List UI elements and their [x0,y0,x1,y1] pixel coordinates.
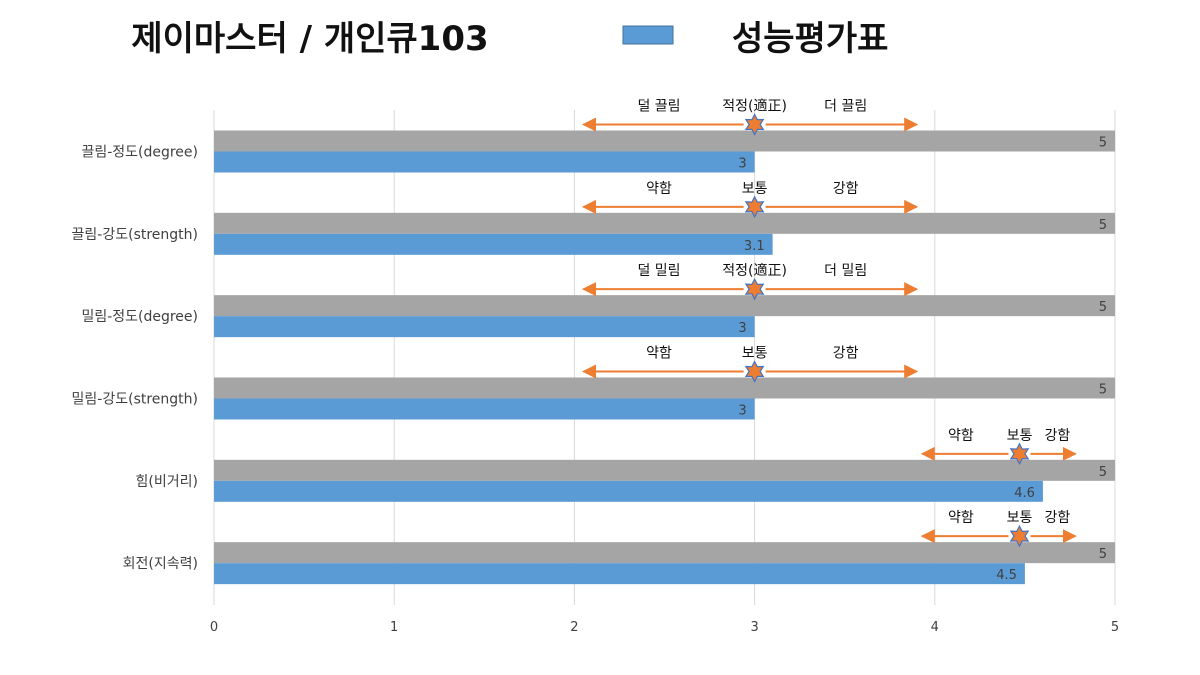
marker-star-icon [1009,524,1030,548]
bar-max [214,377,1115,399]
x-tick-label: 3 [750,620,758,635]
category-label: 밀림-정도(degree) [81,309,198,325]
marker-star-icon [744,195,765,219]
annotation-center-label: 보통 [1007,510,1033,526]
category-label: 힘(비거리) [136,474,198,490]
x-tick-label: 1 [390,620,398,635]
marker-star-icon [744,277,765,301]
annotation-center-label: 보통 [1007,428,1033,444]
data-label-score: 3 [738,157,746,172]
bars-layer [214,130,1115,585]
x-tick-label: 4 [931,620,939,635]
x-tick-label: 2 [570,620,578,635]
data-label-max: 5 [1099,547,1107,562]
category-label: 끌림-강도(strength) [72,227,198,243]
data-label-score: 4.6 [1014,486,1035,501]
legend-swatch [622,25,674,45]
labels-layer: 0 1 2 3 4 5 끌림-정도(degree) 5 3 끌림-강도(strength) 5 3.1… [72,136,1120,636]
annotation-right-label: 강함 [1045,428,1071,444]
data-label-max: 5 [1099,218,1107,233]
bar-score [214,563,1025,585]
annotation-center-label: 적정(適正) [722,262,787,279]
annotation-right-label: 강함 [833,345,859,361]
bar-max [214,459,1115,481]
annotation-left-label: 약함 [646,345,672,361]
data-label-score: 3.1 [744,239,765,254]
bar-max [214,130,1115,152]
annotation-left-label: 약함 [948,510,974,526]
marker-star-icon [744,113,765,136]
category-label: 끌림-정도(degree) [81,145,198,161]
bar-max [214,542,1115,564]
annotation-right-label: 강함 [833,181,859,197]
bar-score [214,233,773,255]
annotation-left-label: 덜 끌림 [637,99,680,115]
bar-score [214,151,755,173]
annotation-center-label: 적정(適正) [722,98,787,115]
x-tick-label: 5 [1111,620,1119,635]
data-label-max: 5 [1099,300,1107,315]
annotation-right-label: 강함 [1045,510,1071,526]
legend-label: 성능평가표 [732,19,888,59]
annotation-left-label: 약함 [948,428,974,444]
bar-score [214,316,755,338]
bar-max [214,212,1115,234]
data-label-score: 3 [738,403,746,418]
data-label-max: 5 [1099,465,1107,480]
annotation-center-label: 보통 [742,345,768,361]
annotation-left-label: 덜 밀림 [637,263,680,279]
marker-star-icon [744,360,765,383]
data-label-score: 4.5 [996,568,1017,583]
annotation-right-label: 더 끌림 [824,99,867,115]
bar-max [214,295,1115,317]
grid-layer [213,110,1116,605]
bar-score [214,398,755,420]
chart-title: 제이마스터 / 개인큐103 [131,19,488,59]
data-label-max: 5 [1099,136,1107,151]
x-tick-label: 0 [210,620,218,635]
marker-star-icon [1009,442,1030,466]
bar-score [214,480,1043,502]
data-label-score: 3 [738,321,746,336]
annotation-center-label: 보통 [742,181,768,197]
category-label: 회전(지속력) [123,556,198,572]
annotation-left-label: 약함 [646,181,672,197]
data-label-max: 5 [1099,382,1107,397]
category-label: 밀림-강도(strength) [72,391,198,407]
annotation-right-label: 더 밀림 [824,263,867,279]
